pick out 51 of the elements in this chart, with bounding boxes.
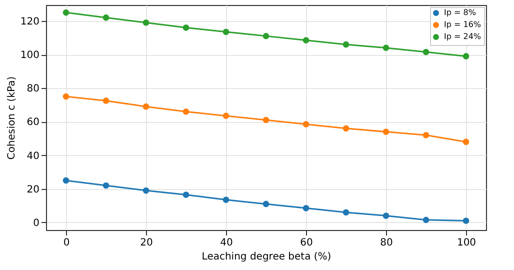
point <box>262 32 270 40</box>
point <box>102 182 110 189</box>
y-tick-label: 120 <box>20 16 40 28</box>
point <box>62 9 70 16</box>
x-tick-label: 60 <box>300 238 313 248</box>
point <box>222 112 230 119</box>
legend-label: Ip = 8% <box>444 8 476 17</box>
point <box>222 28 230 36</box>
point <box>382 128 390 135</box>
point <box>462 53 470 60</box>
y-tick-label: 80 <box>26 84 40 95</box>
y-axis-title: Cohesion c (kPa) <box>6 76 18 160</box>
point <box>262 116 270 124</box>
y-tick-label: 20 <box>26 184 40 196</box>
point <box>142 187 150 194</box>
point <box>102 14 110 21</box>
point <box>462 218 470 224</box>
y-tick-label: 0 <box>33 218 40 229</box>
y-tick-label: 40 <box>26 150 40 162</box>
x-tick-label: 40 <box>220 238 233 248</box>
point <box>422 132 430 138</box>
point <box>262 200 270 208</box>
point <box>342 209 350 216</box>
point <box>342 125 350 132</box>
x-tick-label: 100 <box>456 238 476 248</box>
point <box>422 216 430 224</box>
legend-label: Ip = 24% <box>444 32 482 41</box>
point <box>182 192 190 198</box>
point <box>182 108 190 115</box>
x-tick-label: 80 <box>380 238 393 248</box>
point <box>62 93 70 100</box>
point <box>462 138 470 146</box>
point <box>62 177 70 184</box>
point <box>302 121 310 128</box>
point <box>342 41 350 48</box>
point <box>182 24 190 31</box>
x-tick-label: 0 <box>63 238 70 248</box>
point <box>382 44 390 51</box>
point <box>222 196 230 203</box>
point <box>142 103 150 110</box>
y-tick-label: 100 <box>20 50 40 62</box>
x-tick-label: 20 <box>140 238 153 248</box>
point <box>422 48 430 56</box>
point <box>302 37 310 44</box>
point <box>382 212 390 219</box>
x-axis-title: Leaching degree beta (%) <box>202 252 332 262</box>
point <box>102 98 110 104</box>
point <box>142 19 150 26</box>
point <box>302 205 310 212</box>
y-tick-label: 60 <box>26 117 40 128</box>
legend-label: Ip = 16% <box>444 20 482 29</box>
